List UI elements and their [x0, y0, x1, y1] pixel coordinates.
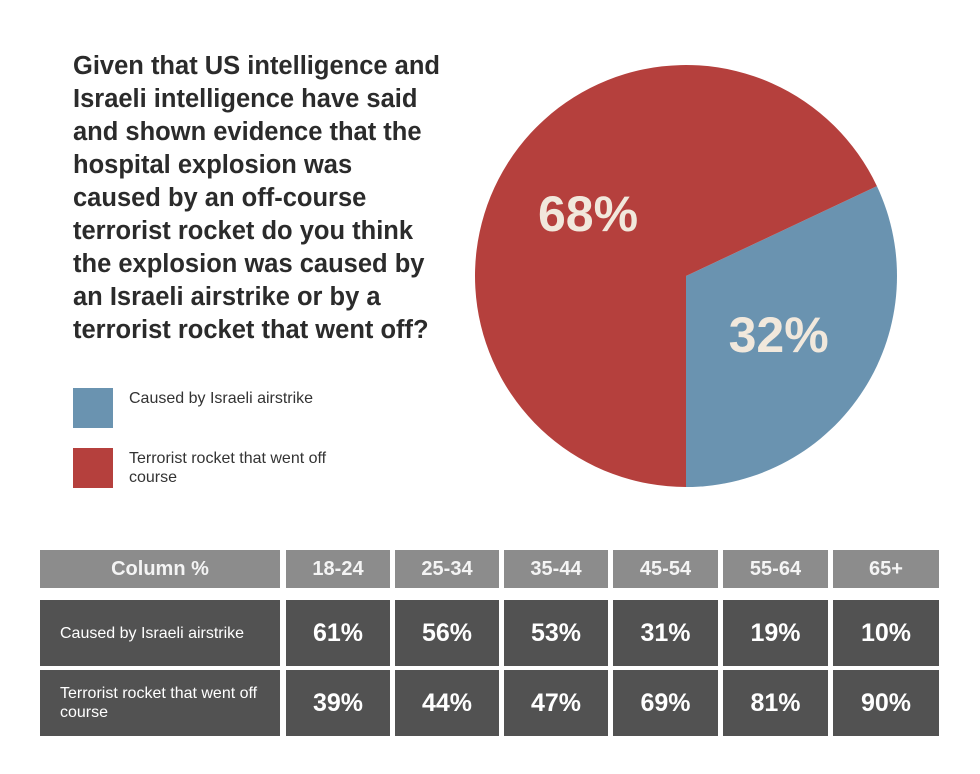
table-cell: 90%	[833, 670, 939, 736]
pie-slice-rocket	[475, 64, 877, 487]
table-row-label: Caused by Israeli airstrike	[40, 600, 280, 666]
table-header-age: 65+	[833, 550, 939, 588]
legend-label-airstrike: Caused by Israeli airstrike	[129, 390, 314, 407]
table-cell: 44%	[395, 670, 499, 736]
pie-slice-airstrike	[686, 186, 897, 487]
table-header-age: 25-34	[395, 550, 499, 588]
legend-swatch-rocket	[73, 448, 113, 488]
table-header-age: 18-24	[286, 550, 390, 588]
table-header-age: 35-44	[504, 550, 608, 588]
table-cell: 31%	[613, 600, 718, 666]
pie-chart: 32% 68%	[475, 64, 897, 487]
table-cell: 81%	[723, 670, 828, 736]
table-row-label: Terrorist rocket that went off course	[40, 670, 280, 736]
table-cell: 53%	[504, 600, 608, 666]
pie-label-rocket: 68%	[538, 186, 638, 242]
table-cell: 19%	[723, 600, 828, 666]
table-header-age: 55-64	[723, 550, 828, 588]
pie-label-airstrike: 32%	[729, 307, 829, 363]
table-cell: 61%	[286, 600, 390, 666]
table-header-age: 45-54	[613, 550, 718, 588]
table-header-label: Column %	[40, 550, 280, 588]
legend-label-rocket: Terrorist rocket that went off course	[129, 450, 327, 486]
legend-swatch-airstrike	[73, 388, 113, 428]
table-cell: 47%	[504, 670, 608, 736]
table-cell: 39%	[286, 670, 390, 736]
table-cell: 10%	[833, 600, 939, 666]
table-cell: 56%	[395, 600, 499, 666]
table-cell: 69%	[613, 670, 718, 736]
question-text: Given that US intelligence and Israeli i…	[73, 52, 440, 344]
